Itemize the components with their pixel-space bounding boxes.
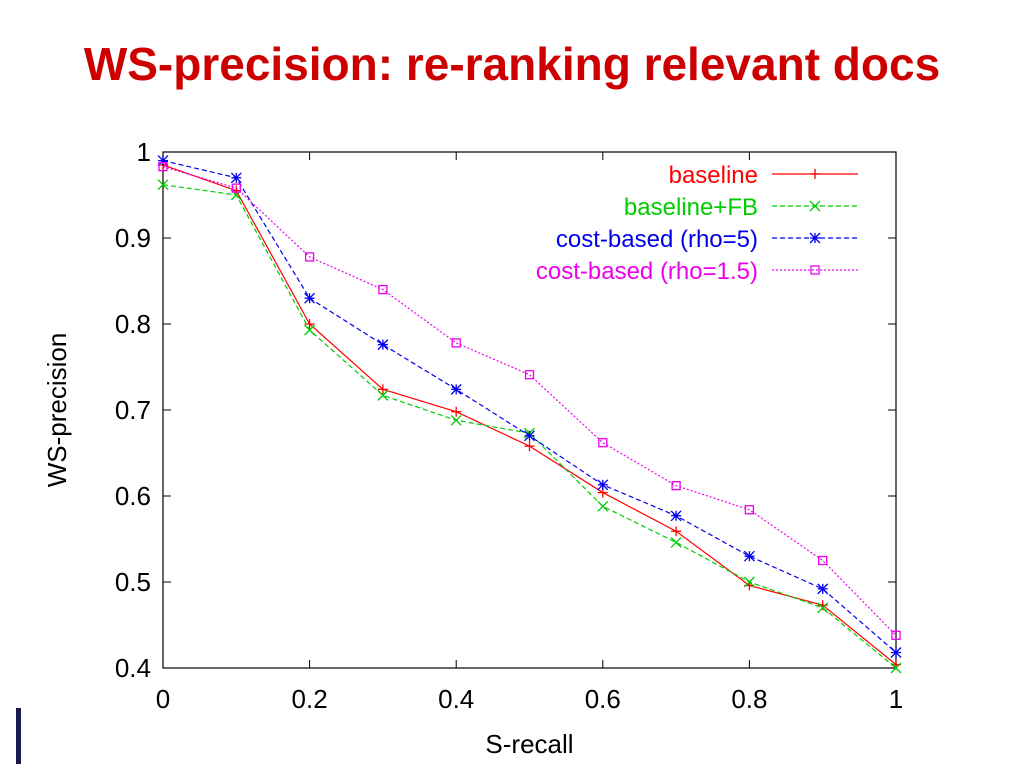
data-point-series-2-stroke — [304, 292, 316, 304]
data-point-series-3-box — [598, 438, 608, 448]
data-point-series-2 — [377, 339, 389, 351]
data-point-series-2 — [230, 172, 242, 184]
data-point-series-3 — [524, 370, 535, 380]
x-tick-label: 0.2 — [292, 684, 328, 714]
series-line-1 — [162, 184, 897, 669]
data-point-series-2-stroke — [524, 430, 535, 442]
data-point-series-1-stroke — [377, 389, 389, 401]
data-point-series-1 — [743, 576, 755, 588]
data-point-series-3-box — [158, 161, 168, 172]
data-point-series-2 — [597, 479, 609, 491]
data-point-series-1-stroke — [304, 324, 316, 336]
data-point-series-3-box — [378, 284, 388, 295]
slide-title: WS-precision: re-ranking relevant docs — [83, 38, 941, 90]
data-point-series-3-box — [818, 555, 828, 566]
data-point-series-2 — [890, 647, 902, 658]
data-point-series-0 — [377, 384, 388, 395]
data-point-series-2 — [157, 155, 169, 167]
data-point-series-1-stroke — [450, 414, 462, 426]
y-axis-label: WS-precision — [42, 333, 72, 488]
x-tick-label: 0.8 — [731, 684, 767, 714]
plot-frame — [162, 151, 897, 669]
data-point-series-2-stroke — [597, 479, 609, 491]
data-point-series-3 — [671, 481, 681, 491]
legend-label: cost-based (rho=5) — [556, 226, 758, 253]
data-point-series-2-stroke — [670, 510, 682, 522]
data-point-series-1 — [597, 500, 609, 512]
data-point-series-3 — [744, 505, 755, 515]
data-point-series-1 — [450, 414, 462, 426]
data-point-series-3-box — [524, 370, 535, 380]
legend-marker-0 — [810, 169, 820, 179]
legend-marker-3 — [810, 265, 820, 275]
data-point-series-2-stroke — [743, 550, 755, 562]
data-point-series-2 — [524, 430, 535, 442]
y-tick-label: 0.5 — [115, 567, 151, 597]
data-point-series-3-box — [744, 505, 755, 515]
data-point-series-2-stroke — [890, 647, 902, 658]
legend-marker-2 — [809, 232, 821, 244]
data-point-series-1-stroke — [890, 662, 902, 674]
y-tick-label: 0.8 — [115, 309, 151, 339]
data-point-series-0 — [524, 441, 535, 452]
legend-marker-2-stroke — [809, 232, 821, 244]
data-point-series-1 — [377, 389, 389, 401]
x-tick-label: 0 — [156, 684, 170, 714]
x-axis-label: S-recall — [485, 729, 573, 759]
data-point-series-3 — [451, 338, 461, 348]
data-point-series-3-box — [671, 481, 681, 491]
data-point-series-2-stroke — [230, 172, 242, 184]
legend-marker-3-box — [810, 265, 820, 275]
legend-label: baseline — [669, 162, 758, 189]
data-point-series-3-box — [304, 252, 315, 262]
legend-label: cost-based (rho=1.5) — [536, 258, 758, 285]
data-point-series-2-stroke — [157, 155, 169, 167]
data-point-series-3 — [231, 183, 241, 193]
data-point-series-3 — [158, 161, 168, 172]
data-point-series-2-stroke — [450, 383, 462, 395]
legend-label: baseline+FB — [624, 194, 758, 221]
data-point-series-2-stroke — [377, 339, 389, 351]
data-point-series-3 — [818, 555, 828, 566]
y-tick-label: 0.4 — [115, 653, 151, 683]
data-point-series-3 — [598, 438, 608, 448]
data-point-series-2-stroke — [817, 583, 829, 595]
data-point-series-1-stroke — [670, 536, 682, 548]
data-point-series-1-stroke — [817, 602, 829, 614]
x-tick-label: 0.6 — [585, 684, 621, 714]
data-point-series-1-stroke — [743, 576, 755, 588]
data-point-series-1 — [157, 179, 169, 191]
data-point-series-3-box — [451, 338, 461, 348]
y-tick-label: 0.7 — [115, 395, 151, 425]
data-point-series-1-stroke — [157, 179, 169, 191]
slide-decoration-bar — [16, 708, 21, 764]
legend-marker-1 — [809, 200, 821, 212]
data-point-series-3-box — [891, 630, 901, 640]
data-point-series-3 — [378, 284, 388, 295]
x-tick-label: 0.4 — [438, 684, 474, 714]
data-point-series-1 — [890, 662, 902, 674]
data-point-series-2 — [304, 292, 316, 304]
data-point-series-2 — [450, 383, 462, 395]
x-tick-label: 1 — [889, 684, 903, 714]
data-point-series-1 — [304, 324, 316, 336]
data-point-series-3-box — [231, 183, 241, 193]
y-tick-label: 0.6 — [115, 481, 151, 511]
data-point-series-1 — [670, 536, 682, 548]
data-point-series-0 — [451, 406, 462, 417]
data-point-series-0 — [671, 526, 682, 537]
data-point-series-3 — [891, 630, 901, 640]
series-line-0 — [162, 164, 897, 666]
data-point-series-3 — [304, 252, 315, 262]
series-line-2 — [162, 160, 897, 653]
data-point-series-2 — [817, 583, 829, 595]
data-point-series-1 — [817, 602, 829, 614]
data-point-series-2 — [670, 510, 682, 522]
data-point-series-2 — [743, 550, 755, 562]
data-point-series-1-stroke — [597, 500, 609, 512]
y-tick-label: 0.9 — [115, 223, 151, 253]
legend-marker-1-stroke — [809, 200, 821, 212]
y-tick-label: 1 — [137, 137, 151, 167]
